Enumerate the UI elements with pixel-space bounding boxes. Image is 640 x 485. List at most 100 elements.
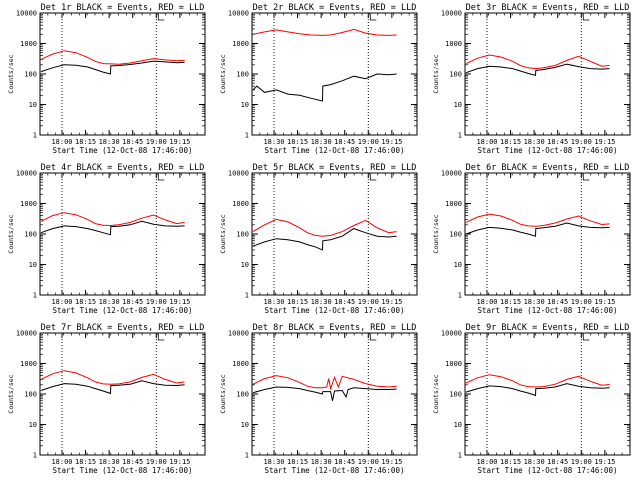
- x-tick-label: 19:00: [358, 298, 379, 306]
- x-axis-label: Start Time (12-Oct-08 17:46:00): [53, 306, 193, 315]
- series-lld: [40, 370, 185, 385]
- x-tick-label: 18:00: [476, 138, 497, 146]
- x-tick-label: 18:30: [311, 458, 332, 466]
- x-tick-label: 18:45: [122, 138, 143, 146]
- series-events: [465, 63, 610, 77]
- x-tick-label: 19:00: [358, 458, 379, 466]
- y-tick-label: 1: [33, 132, 37, 140]
- window-marker: [582, 174, 590, 181]
- x-tick-label: 18:45: [547, 458, 568, 466]
- x-tick-label: 18:15: [287, 298, 308, 306]
- y-tick-label: 10000: [228, 330, 249, 338]
- y-tick-label: 1: [245, 452, 249, 460]
- y-tick-label: 100: [24, 391, 37, 399]
- x-tick-label: 18:45: [547, 298, 568, 306]
- x-tick-label: 18:30: [99, 458, 120, 466]
- y-tick-label: 10000: [441, 10, 462, 18]
- y-axis-label: Counts/sec: [432, 374, 440, 413]
- series-events: [252, 73, 397, 102]
- x-tick-label: 18:15: [75, 138, 96, 146]
- x-tick-label: 18:30: [524, 458, 545, 466]
- plot-frame: [39, 12, 206, 136]
- x-tick-label: 18:15: [287, 138, 308, 146]
- y-axis-label: Counts/sec: [219, 54, 227, 93]
- series-events: [465, 222, 610, 237]
- x-tick-label: 18:30: [311, 138, 332, 146]
- x-tick-label: 19:15: [381, 138, 402, 146]
- x-tick-label: 18:45: [334, 138, 355, 146]
- x-tick-label: 18:15: [500, 458, 521, 466]
- x-tick-label: 19:15: [594, 298, 615, 306]
- x-tick-label: 18:00: [51, 458, 72, 466]
- y-tick-label: 1000: [232, 360, 249, 368]
- window-marker: [157, 334, 165, 341]
- x-tick-label: 18:45: [334, 298, 355, 306]
- series-events: [252, 386, 397, 401]
- y-tick-label: 10: [241, 261, 249, 269]
- y-axis-label: Counts/sec: [7, 214, 15, 253]
- panel-title: Det 8r BLACK = Events, RED = LLD: [253, 323, 417, 333]
- series-events: [465, 383, 610, 397]
- x-tick-label: 18:00: [51, 298, 72, 306]
- x-tick-label: 18:30: [524, 138, 545, 146]
- x-tick-label: 18:30: [263, 458, 284, 466]
- panel-det-3: 1 10 100 1000 10000 18:00 18:15 18:30 18:45 19:00…: [432, 3, 631, 155]
- x-tick-label: 19:15: [594, 138, 615, 146]
- y-axis-label: Counts/sec: [219, 374, 227, 413]
- window-marker: [157, 14, 165, 21]
- x-tick-label: 18:30: [311, 298, 332, 306]
- y-tick-label: 10: [29, 261, 37, 269]
- x-tick-label: 19:15: [594, 458, 615, 466]
- series-lld: [252, 28, 397, 36]
- y-tick-label: 1: [245, 132, 249, 140]
- x-tick-label: 19:15: [381, 458, 402, 466]
- x-axis-label: Start Time (12-Oct-08 17:46:00): [265, 306, 405, 315]
- series-lld: [465, 54, 610, 70]
- y-tick-label: 10: [241, 101, 249, 109]
- y-tick-label: 1000: [20, 40, 37, 48]
- y-tick-label: 1000: [232, 40, 249, 48]
- x-tick-label: 18:30: [99, 298, 120, 306]
- y-tick-label: 10000: [16, 330, 37, 338]
- y-tick-label: 10: [29, 421, 37, 429]
- y-axis-label: Counts/sec: [7, 374, 15, 413]
- y-tick-label: 100: [236, 231, 249, 239]
- panel-title: Det 2r BLACK = Events, RED = LLD: [253, 3, 417, 13]
- y-tick-label: 10: [454, 421, 462, 429]
- window-marker: [369, 14, 377, 21]
- window-marker: [157, 174, 165, 181]
- x-tick-label: 19:00: [571, 138, 592, 146]
- y-axis-label: Counts/sec: [7, 54, 15, 93]
- y-tick-label: 10000: [441, 170, 462, 178]
- x-tick-label: 18:30: [524, 298, 545, 306]
- x-tick-label: 19:00: [571, 298, 592, 306]
- series-lld: [465, 374, 610, 388]
- panel-title: Det 9r BLACK = Events, RED = LLD: [466, 323, 630, 333]
- panel-det-1: 1 10 100 1000 10000 18:00 18:15 18:30 18:45 19:00…: [7, 3, 206, 155]
- x-tick-label: 18:00: [476, 298, 497, 306]
- panel-det-4: 1 10 100 1000 10000 18:00 18:15 18:30 18:45 19:00…: [7, 163, 206, 315]
- y-tick-label: 10000: [441, 330, 462, 338]
- x-tick-label: 18:30: [99, 138, 120, 146]
- y-tick-label: 1: [245, 292, 249, 300]
- series-events: [40, 380, 185, 395]
- y-tick-label: 100: [236, 71, 249, 79]
- x-tick-label: 18:45: [334, 458, 355, 466]
- x-tick-label: 19:00: [358, 138, 379, 146]
- x-axis-label: Start Time (12-Oct-08 17:46:00): [265, 466, 405, 475]
- y-tick-label: 1000: [232, 200, 249, 208]
- panel-det-7: 1 10 100 1000 10000 18:00 18:15 18:30 18:45 19:00…: [7, 323, 206, 475]
- window-marker: [369, 174, 377, 181]
- y-tick-label: 1000: [20, 200, 37, 208]
- y-tick-label: 1000: [445, 200, 462, 208]
- x-tick-label: 19:15: [169, 298, 190, 306]
- x-tick-label: 18:15: [75, 298, 96, 306]
- x-tick-label: 18:45: [547, 138, 568, 146]
- x-tick-label: 19:00: [146, 458, 167, 466]
- plot-frame: [464, 172, 631, 296]
- plot-frame: [39, 332, 206, 456]
- x-tick-label: 18:15: [500, 298, 521, 306]
